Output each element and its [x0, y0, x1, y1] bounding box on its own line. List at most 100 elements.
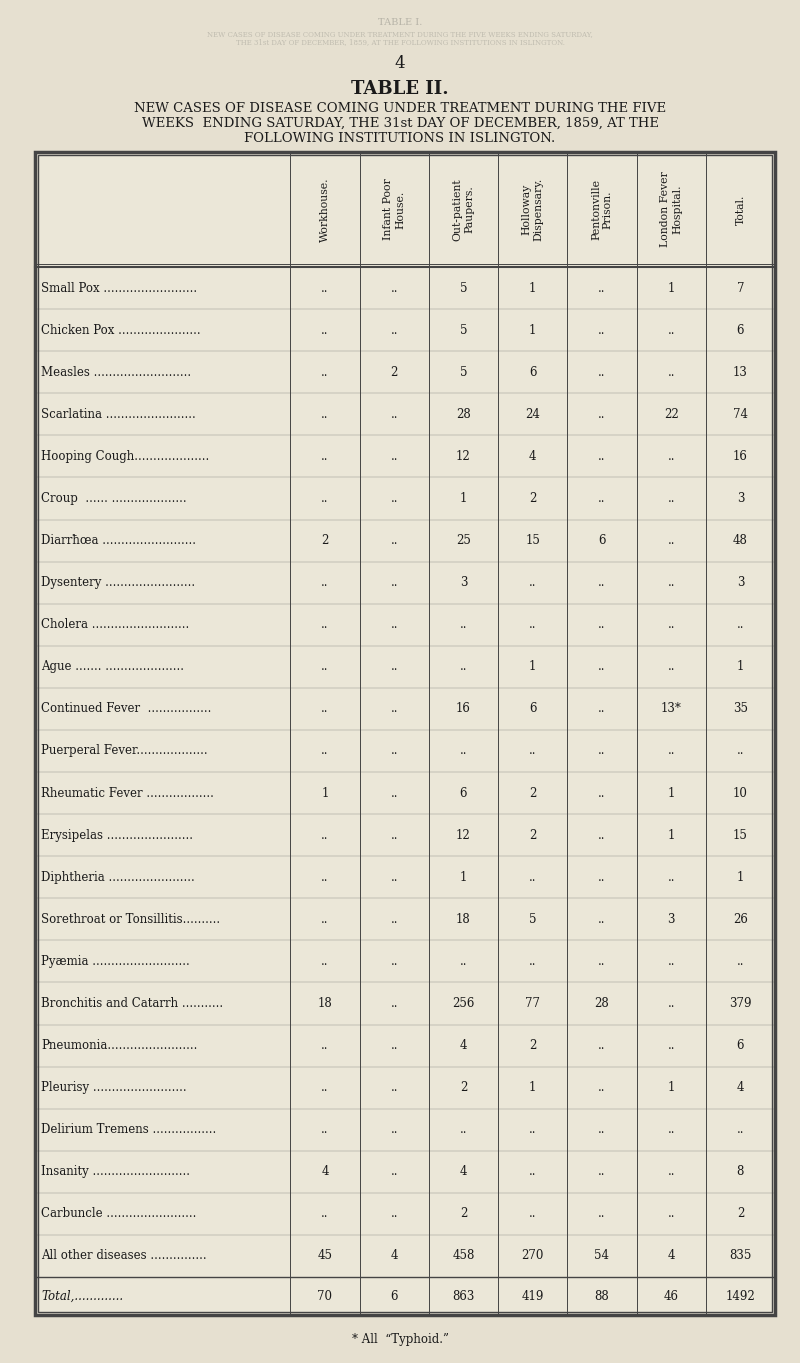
Text: ..: .. [321, 744, 329, 758]
Text: ..: .. [737, 1123, 744, 1137]
Text: 419: 419 [522, 1289, 544, 1303]
Text: 12: 12 [456, 450, 470, 463]
Text: 5: 5 [460, 282, 467, 294]
Text: 15: 15 [733, 829, 748, 841]
Text: ..: .. [321, 1039, 329, 1052]
Text: 835: 835 [729, 1250, 751, 1262]
Text: ..: .. [598, 282, 606, 294]
Text: 1: 1 [529, 323, 536, 337]
Text: Infant Poor
House.: Infant Poor House. [383, 179, 405, 240]
Text: * All  “Typhoid.”: * All “Typhoid.” [351, 1333, 449, 1347]
Text: 2: 2 [529, 1039, 536, 1052]
Text: ..: .. [598, 323, 606, 337]
Text: 12: 12 [456, 829, 470, 841]
Text: ..: .. [321, 829, 329, 841]
Text: ..: .. [321, 1081, 329, 1094]
Text: ..: .. [598, 913, 606, 925]
Text: ..: .. [667, 1039, 675, 1052]
Text: 3: 3 [737, 577, 744, 589]
Text: Workhouse.: Workhouse. [320, 177, 330, 241]
Text: ..: .. [667, 577, 675, 589]
Text: ..: .. [598, 660, 606, 673]
Text: ..: .. [598, 744, 606, 758]
Text: 6: 6 [737, 323, 744, 337]
Text: Puerperal Fever...................: Puerperal Fever................... [41, 744, 208, 758]
Text: ..: .. [460, 1123, 467, 1137]
Text: ..: .. [390, 619, 398, 631]
Text: 2: 2 [322, 534, 329, 547]
Text: 13*: 13* [661, 702, 682, 716]
Text: 1: 1 [737, 660, 744, 673]
Text: FOLLOWING INSTITUTIONS IN ISLINGTON.: FOLLOWING INSTITUTIONS IN ISLINGTON. [244, 132, 556, 144]
Text: 6: 6 [598, 534, 606, 547]
Text: 4: 4 [737, 1081, 744, 1094]
Text: ..: .. [598, 1208, 606, 1220]
Text: 6: 6 [460, 786, 467, 800]
Text: 1: 1 [529, 660, 536, 673]
Text: 1: 1 [667, 282, 675, 294]
Text: 3: 3 [460, 577, 467, 589]
Text: ..: .. [460, 955, 467, 968]
Text: 16: 16 [456, 702, 471, 716]
Bar [35, 153, 775, 1315]
Text: ..: .. [598, 829, 606, 841]
Text: 1: 1 [322, 786, 329, 800]
Text: ..: .. [598, 1039, 606, 1052]
Text: 1: 1 [460, 492, 467, 504]
Text: 15: 15 [526, 534, 540, 547]
Text: ..: .. [598, 702, 606, 716]
Text: 379: 379 [729, 996, 752, 1010]
Text: ..: .. [390, 492, 398, 504]
Text: ..: .. [598, 450, 606, 463]
Text: ..: .. [390, 1165, 398, 1178]
Text: ..: .. [321, 408, 329, 421]
Text: ..: .. [390, 955, 398, 968]
Text: 6: 6 [529, 702, 536, 716]
Text: Diphtheria .......................: Diphtheria ....................... [41, 871, 194, 883]
Text: 48: 48 [733, 534, 748, 547]
Text: ..: .. [667, 450, 675, 463]
Text: ..: .. [321, 282, 329, 294]
Text: ..: .. [737, 619, 744, 631]
Text: 77: 77 [525, 996, 540, 1010]
Text: ..: .. [390, 1081, 398, 1094]
Text: 1: 1 [737, 871, 744, 883]
Text: ..: .. [667, 619, 675, 631]
Text: ..: .. [321, 913, 329, 925]
Text: ..: .. [390, 1039, 398, 1052]
Text: 256: 256 [452, 996, 474, 1010]
Text: 5: 5 [460, 323, 467, 337]
Text: ..: .. [321, 619, 329, 631]
Text: ..: .. [667, 996, 675, 1010]
Text: ..: .. [390, 577, 398, 589]
Text: Bronchitis and Catarrh ...........: Bronchitis and Catarrh ........... [41, 996, 223, 1010]
Text: 26: 26 [733, 913, 748, 925]
Text: ..: .. [321, 1208, 329, 1220]
Text: ..: .. [390, 323, 398, 337]
Text: ..: .. [667, 955, 675, 968]
Text: 1: 1 [667, 786, 675, 800]
Text: ..: .. [667, 1165, 675, 1178]
Text: TABLE I.: TABLE I. [378, 18, 422, 27]
Text: ..: .. [390, 534, 398, 547]
Text: Insanity ..........................: Insanity .......................... [41, 1165, 190, 1178]
Text: ..: .. [598, 1165, 606, 1178]
Text: 3: 3 [667, 913, 675, 925]
Text: All other diseases ...............: All other diseases ............... [41, 1250, 206, 1262]
Text: Holloway
Dispensary.: Holloway Dispensary. [522, 179, 543, 241]
Text: ..: .. [667, 492, 675, 504]
Text: 1: 1 [529, 282, 536, 294]
Text: 5: 5 [460, 365, 467, 379]
Text: 1: 1 [460, 871, 467, 883]
Text: ..: .. [529, 577, 536, 589]
Text: 1: 1 [529, 1081, 536, 1094]
Text: ..: .. [667, 365, 675, 379]
Text: 2: 2 [460, 1081, 467, 1094]
Text: 74: 74 [733, 408, 748, 421]
Text: 3: 3 [737, 492, 744, 504]
Text: 2: 2 [529, 492, 536, 504]
Text: 1: 1 [667, 1081, 675, 1094]
Text: 4: 4 [529, 450, 536, 463]
Text: ..: .. [529, 871, 536, 883]
Text: Hooping Cough....................: Hooping Cough.................... [41, 450, 210, 463]
